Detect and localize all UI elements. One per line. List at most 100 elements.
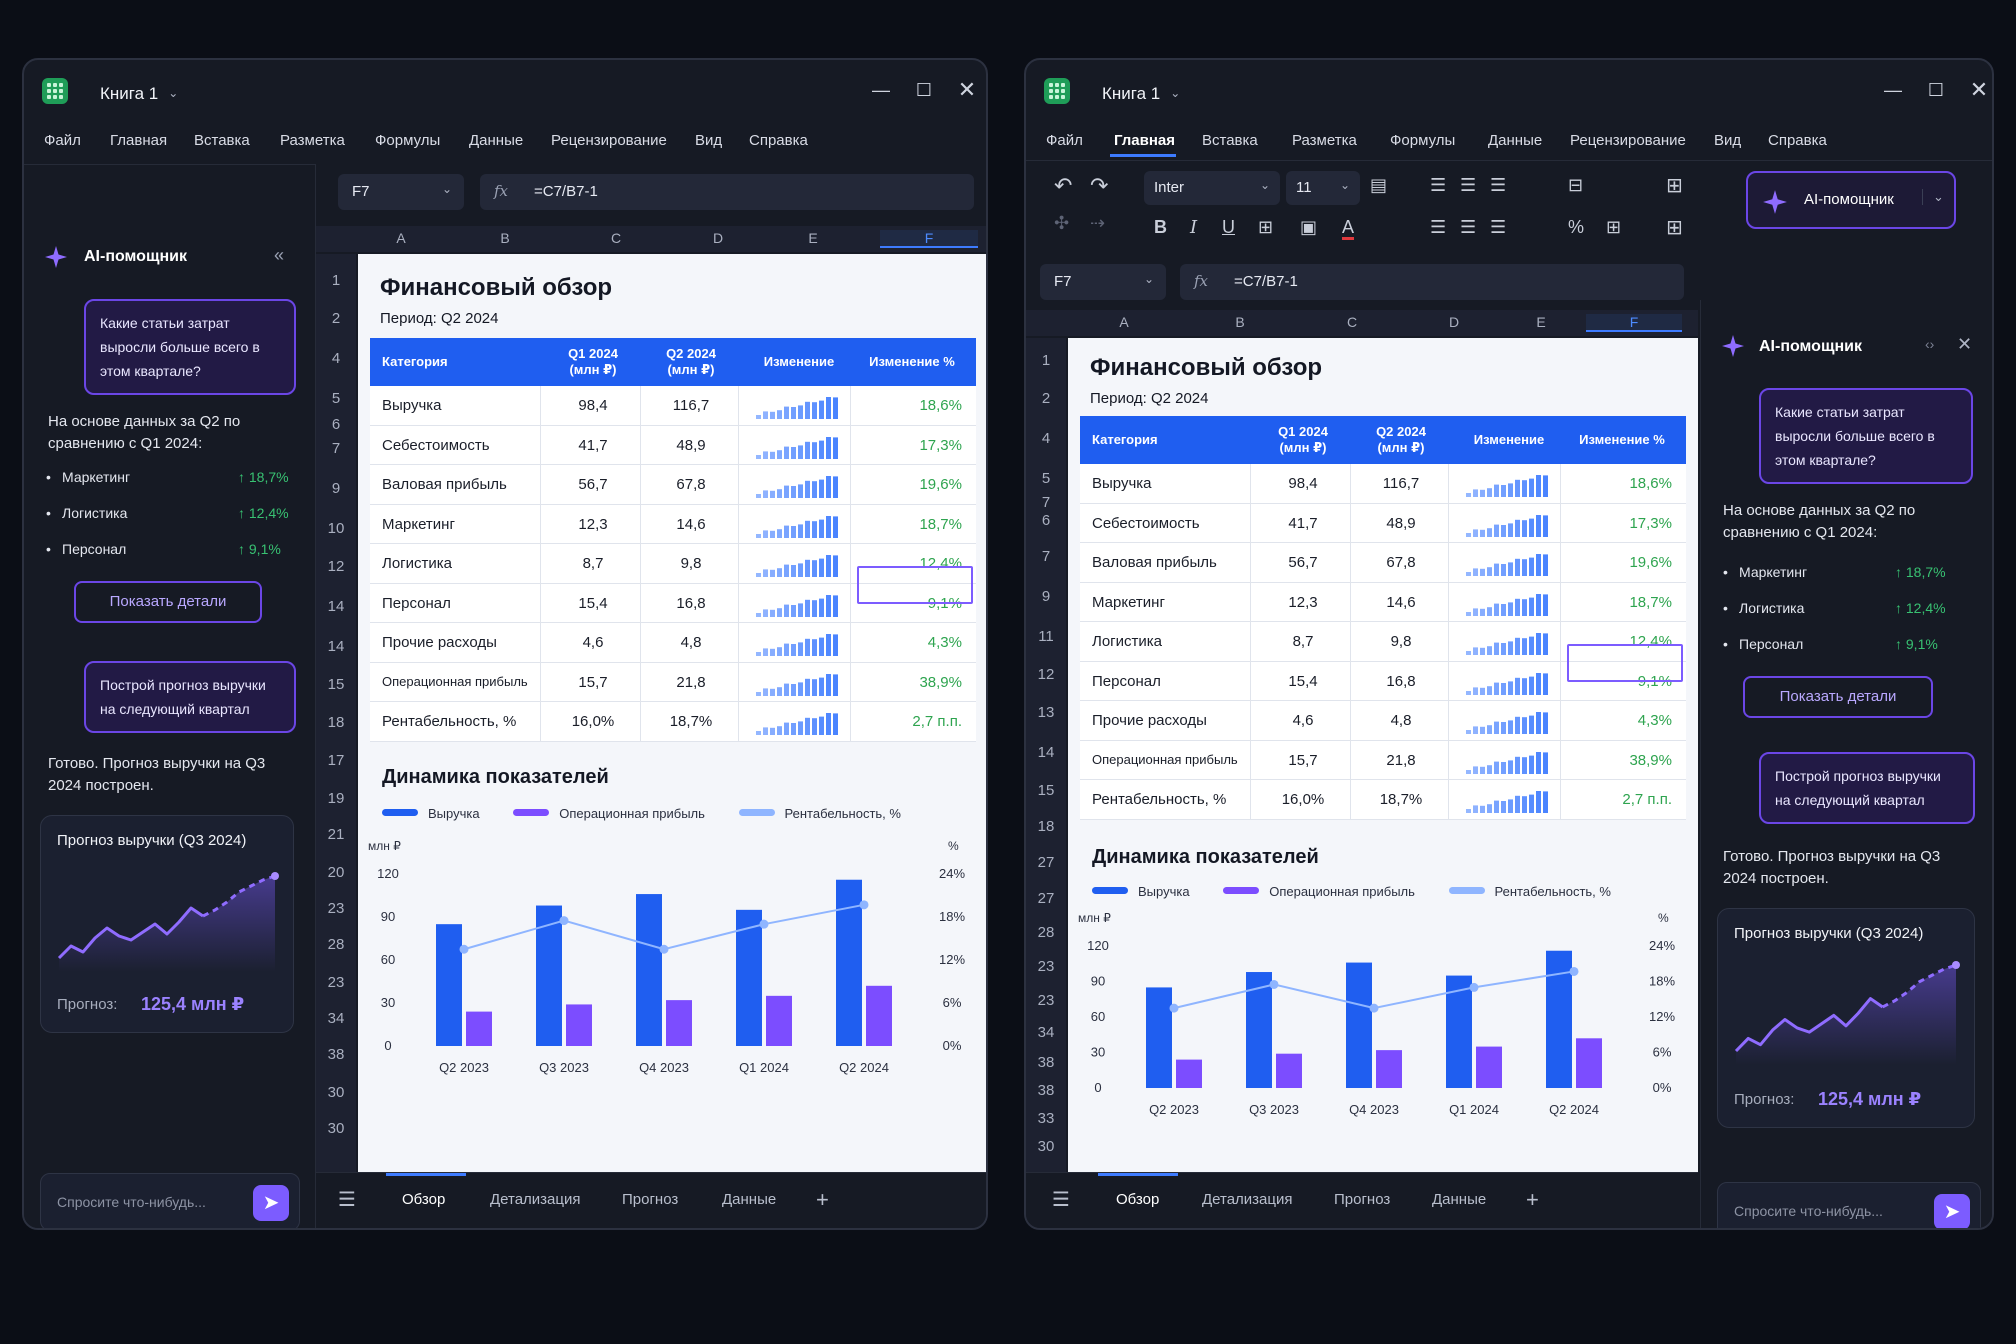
column-A[interactable]: A — [1119, 314, 1129, 330]
menu-file[interactable]: Файл — [1046, 132, 1083, 149]
column-E[interactable]: E — [1536, 314, 1546, 330]
row-number[interactable]: 34 — [1037, 1024, 1055, 1041]
menu-layout[interactable]: Разметка — [1292, 132, 1357, 149]
maximize-icon[interactable]: ☐ — [915, 80, 933, 100]
sheet-area[interactable]: Финансовый обзор Период: Q2 2024 Категор… — [358, 254, 986, 1176]
table-row[interactable]: Прочие расходы 4,6 4,8 4,3% — [1080, 701, 1686, 741]
row-number[interactable]: 11 — [1038, 628, 1054, 645]
column-A[interactable]: A — [396, 230, 406, 246]
column-F[interactable]: F — [1586, 314, 1682, 332]
bar-revenue[interactable] — [736, 909, 762, 1046]
table-row[interactable]: Валовая прибыль 56,7 67,8 19,6% — [1080, 543, 1686, 583]
column-B[interactable]: B — [1235, 314, 1245, 330]
table-icon[interactable]: ⊞ — [1666, 175, 1683, 197]
font-size-select[interactable]: 11 ⌄ — [1286, 171, 1360, 205]
menu-review[interactable]: Рецензирование — [551, 132, 667, 149]
ask-input[interactable]: Спросите что-нибудь... ➤ — [1717, 1182, 1981, 1228]
menu-home[interactable]: Главная — [110, 132, 168, 149]
line-point[interactable] — [459, 944, 469, 954]
table-row[interactable]: Рентабельность, % 16,0% 18,7% 2,7 п.п. — [1080, 780, 1686, 820]
column-D[interactable]: D — [712, 230, 724, 246]
tab-data[interactable]: Данные — [1432, 1191, 1487, 1208]
close-icon[interactable]: ✕ — [957, 77, 977, 102]
row-number[interactable]: 1 — [1041, 352, 1051, 369]
row-number[interactable]: 20 — [327, 864, 345, 881]
row-number[interactable]: 34 — [327, 1010, 345, 1027]
row-number[interactable]: 28 — [1037, 924, 1055, 941]
row-number[interactable]: 7 — [331, 440, 341, 457]
show-details-button[interactable]: Показать детали — [1743, 676, 1933, 718]
bar-revenue[interactable] — [536, 905, 562, 1046]
row-number[interactable]: 27 — [1037, 890, 1055, 907]
bar-revenue[interactable] — [1546, 950, 1572, 1088]
combo-chart[interactable]: млн ₽ % 0 30 60 90 120 0% 6% 12% 18% 24% Q2 2023 Q3 2… — [1078, 910, 1688, 1126]
ask-input[interactable]: Спросите что-нибудь... ➤ — [40, 1173, 300, 1228]
table-row[interactable]: Операционная прибыль 15,7 21,8 38,9% — [370, 662, 976, 702]
row-number[interactable]: 30 — [327, 1120, 345, 1137]
menu-view[interactable]: Вид — [1714, 132, 1742, 149]
bar-revenue[interactable] — [1346, 962, 1372, 1088]
tab-details[interactable]: Детализация — [490, 1191, 581, 1208]
table-row[interactable]: Рентабельность, % 16,0% 18,7% 2,7 п.п. — [370, 702, 976, 742]
bar-operating-profit[interactable] — [1376, 1050, 1402, 1088]
text-wrap-icon[interactable]: ▤ — [1370, 175, 1388, 195]
row-number[interactable]: 14 — [327, 598, 345, 615]
menu-data[interactable]: Данные — [1488, 132, 1543, 149]
show-details-button[interactable]: Показать детали — [74, 581, 262, 623]
row-number[interactable]: 30 — [1037, 1138, 1055, 1155]
bar-revenue[interactable] — [1246, 972, 1272, 1088]
row-number[interactable]: 23 — [1037, 992, 1055, 1009]
table-row[interactable]: Себестоимость 41,7 48,9 17,3% — [1080, 503, 1686, 543]
row-number[interactable]: 10 — [327, 520, 345, 537]
bar-operating-profit[interactable] — [666, 1000, 692, 1046]
bar-revenue[interactable] — [636, 894, 662, 1046]
table-row[interactable]: Персонал 15,4 16,8 9,1% — [370, 583, 976, 623]
bar-operating-profit[interactable] — [1476, 1046, 1502, 1088]
menu-insert[interactable]: Вставка — [194, 132, 250, 149]
menu-help[interactable]: Справка — [749, 132, 808, 149]
send-icon[interactable]: ➤ — [253, 1185, 289, 1221]
bar-revenue[interactable] — [436, 924, 462, 1046]
forecast-card[interactable]: Прогноз выручки (Q3 2024) Прогноз: 125,4… — [40, 815, 294, 1033]
table-row[interactable]: Выручка 98,4 116,7 18,6% — [370, 386, 976, 426]
row-number[interactable]: 5 — [1041, 470, 1051, 487]
row-number[interactable]: 1 — [331, 272, 341, 289]
bar-revenue[interactable] — [1446, 975, 1472, 1088]
row-number[interactable]: 9 — [331, 480, 341, 497]
tab-data[interactable]: Данные — [722, 1191, 777, 1208]
bar-revenue[interactable] — [836, 879, 862, 1046]
line-point[interactable] — [1569, 966, 1579, 976]
row-number[interactable]: 27 — [1037, 854, 1055, 871]
row-number[interactable]: 2 — [331, 310, 341, 327]
ai-assistant-ribbon-button[interactable]: AI-помощник ⌄ — [1746, 171, 1956, 229]
row-number[interactable]: 33 — [1037, 1110, 1055, 1127]
line-point[interactable] — [559, 916, 569, 926]
row-number[interactable]: 2 — [1041, 390, 1051, 407]
close-icon[interactable]: ✕ — [1969, 77, 1989, 102]
tab-forecast[interactable]: Прогноз — [622, 1191, 679, 1208]
row-number[interactable]: 28 — [327, 936, 345, 953]
align-top-icon[interactable]: ☰ — [1430, 175, 1447, 195]
menu-layout[interactable]: Разметка — [280, 132, 345, 149]
close-panel-icon[interactable]: ✕ — [1957, 334, 1973, 354]
align-bottom-icon[interactable]: ☰ — [1490, 175, 1507, 195]
cell-reference-box[interactable]: F7 ⌄ — [1040, 264, 1166, 300]
row-number[interactable]: 4 — [331, 350, 341, 367]
combo-chart[interactable]: млн ₽ % 0 30 60 90 120 0% 6% 12% 18% 24% Q2 2023 Q3 2… — [368, 838, 978, 1084]
minimize-icon[interactable]: — — [872, 80, 890, 100]
line-point[interactable] — [1269, 979, 1279, 989]
table-row[interactable]: Логистика 8,7 9,8 12,4% — [1080, 622, 1686, 662]
row-number[interactable]: 15 — [1037, 782, 1055, 799]
forecast-card[interactable]: Прогноз выручки (Q3 2024) Прогноз: 125,4… — [1717, 908, 1975, 1128]
row-number[interactable]: 7 — [1041, 494, 1051, 511]
italic-icon[interactable]: I — [1190, 217, 1198, 238]
fill-color-icon[interactable]: ▣ — [1300, 217, 1318, 237]
menu-help[interactable]: Справка — [1768, 132, 1827, 149]
row-number[interactable]: 30 — [327, 1084, 345, 1101]
chevron-down-icon[interactable]: ⌄ — [168, 86, 179, 100]
row-number[interactable]: 7 — [1041, 548, 1051, 565]
align-center-icon[interactable]: ☰ — [1460, 217, 1477, 237]
send-icon[interactable]: ➤ — [1934, 1194, 1970, 1228]
formula-input[interactable]: fx =C7/B7-1 — [480, 174, 974, 210]
row-number[interactable]: 21 — [327, 826, 345, 843]
